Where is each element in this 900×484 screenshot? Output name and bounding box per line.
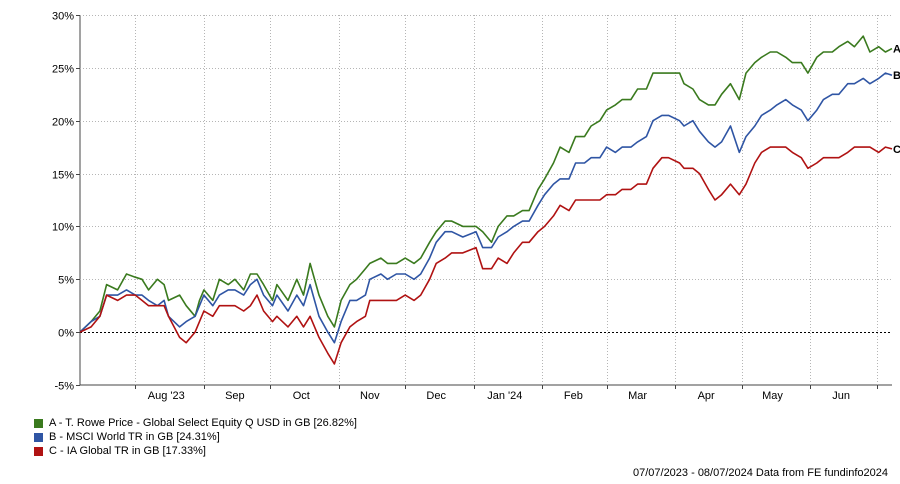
legend-label-c: C - IA Global TR in GB [17.33%] (49, 445, 206, 457)
x-tick-label: Dec (426, 390, 446, 402)
x-tick-label: Nov (360, 390, 380, 402)
legend-label-a: A - T. Rowe Price - Global Select Equity… (49, 417, 357, 429)
legend-item-a: A - T. Rowe Price - Global Select Equity… (34, 416, 357, 430)
y-tick-label: 0% (58, 328, 74, 340)
y-tick-label: 10% (52, 222, 74, 234)
x-tick-label: Feb (564, 390, 583, 402)
legend: A - T. Rowe Price - Global Select Equity… (34, 416, 357, 458)
legend-label-b: B - MSCI World TR in GB [24.31%] (49, 431, 220, 443)
series-line-b (79, 72, 893, 344)
x-tick-label: Mar (628, 390, 647, 402)
series-end-label-b: B (893, 70, 900, 82)
y-axis: 30% 25% 20% 15% 10% 5% 0% -5% (52, 11, 80, 393)
legend-item-c: C - IA Global TR in GB [17.33%] (34, 444, 357, 458)
x-tick-label: Jan '24 (487, 390, 522, 402)
x-axis: Aug '23 Sep Oct Nov Dec Jan '24 Feb Mar Apr May Ju… (135, 385, 878, 402)
legend-swatch-b (34, 432, 43, 442)
x-tick-label: Jun (832, 390, 850, 402)
x-tick-label: Oct (293, 390, 310, 402)
series-line-a (79, 35, 893, 333)
x-tick-label: May (762, 390, 783, 402)
x-tick-label: Sep (225, 390, 245, 402)
legend-swatch-a (34, 418, 43, 428)
x-tick-label: Apr (698, 390, 715, 402)
series-lines (79, 35, 893, 365)
y-tick-label: 15% (52, 170, 74, 182)
legend-item-b: B - MSCI World TR in GB [24.31%] (34, 430, 357, 444)
footer-date-range: 07/07/2023 - 08/07/2024 Data from FE fun… (632, 467, 888, 479)
x-tick-label: Aug '23 (148, 390, 185, 402)
series-line-c (79, 146, 893, 365)
grid-lines (79, 15, 892, 386)
series-end-label-c: C (893, 144, 900, 156)
series-end-label-a: A (893, 44, 900, 56)
legend-swatch-c (34, 446, 43, 456)
y-tick-label: 25% (52, 64, 74, 76)
performance-chart: 30% 25% 20% 15% 10% 5% 0% -5% Aug '23 Sep Oct Nov D… (52, 11, 900, 403)
y-tick-label: 5% (58, 275, 74, 287)
series-end-labels: A B C (893, 44, 900, 156)
y-tick-label: 20% (52, 117, 74, 129)
y-tick-label: 30% (52, 11, 74, 23)
y-tick-label: -5% (54, 381, 74, 393)
